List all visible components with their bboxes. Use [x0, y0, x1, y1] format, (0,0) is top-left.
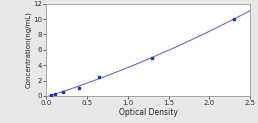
X-axis label: Optical Density: Optical Density: [119, 108, 178, 117]
Y-axis label: Concentration(ng/mL): Concentration(ng/mL): [25, 11, 31, 88]
